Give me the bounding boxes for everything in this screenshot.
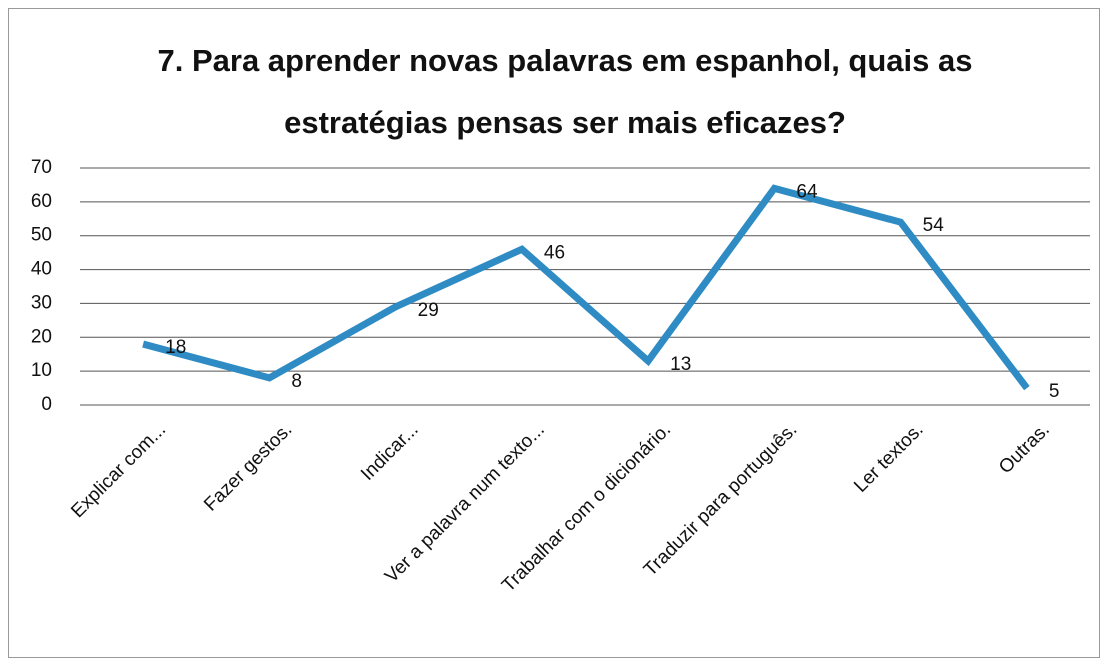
y-tick-label: 60 [31,191,52,212]
line-series [142,184,1030,391]
x-tick-label: Indicar... [357,419,423,485]
y-tick-label: 10 [31,360,52,381]
chart-frame [8,8,1100,658]
x-tick-label: Explicar com... [67,419,170,522]
data-label: 8 [291,371,302,392]
y-tick-label: 70 [31,157,52,178]
x-tick-label: Fazer gestos. [200,419,296,515]
x-tick-label: Outras. [995,419,1054,478]
data-label: 29 [418,300,439,321]
y-tick-label: 0 [41,394,52,415]
y-tick-label: 40 [31,259,52,280]
data-label: 13 [670,354,691,375]
y-tick-label: 20 [31,326,52,347]
data-label: 54 [923,215,945,236]
data-label: 64 [796,181,818,202]
y-tick-label: 30 [31,292,52,313]
data-label: 5 [1049,381,1060,402]
chart-title: 7. Para aprender novas palavras em espan… [157,43,973,140]
y-tick-label: 50 [31,225,52,246]
data-label: 18 [165,337,186,358]
x-tick-label: Ler textos. [850,419,928,497]
data-label: 46 [544,242,565,263]
